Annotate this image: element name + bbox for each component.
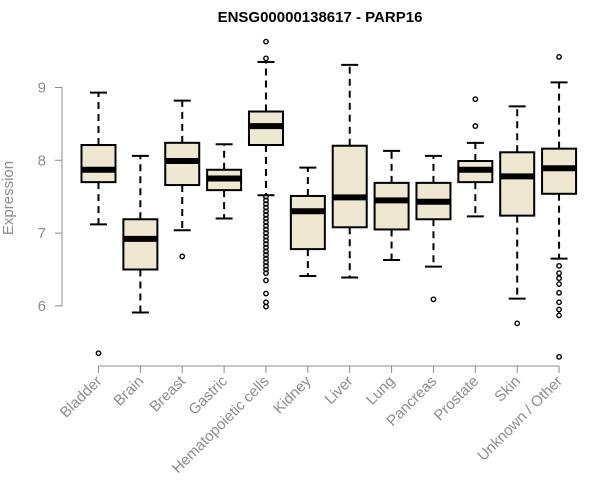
outlier-point (263, 230, 269, 237)
box-group (247, 38, 284, 310)
outlier-point (263, 241, 269, 247)
outlier-point (556, 281, 562, 287)
outlier-point (263, 211, 269, 218)
outlier-point (263, 201, 269, 207)
box-iqr (289, 194, 326, 251)
outlier-point (263, 262, 269, 269)
outlier-point (263, 255, 269, 262)
outlier-point (472, 96, 479, 103)
box-group (457, 96, 494, 218)
outlier-point (556, 262, 562, 269)
outlier-point (263, 208, 269, 215)
boxes-layer (80, 38, 578, 360)
outlier-point (556, 289, 562, 296)
y-tick-label: 8 (38, 152, 46, 169)
outlier-point (263, 38, 269, 45)
outlier-point (263, 266, 269, 273)
outlier-point (263, 259, 269, 266)
outlier-point (556, 275, 562, 282)
outlier-point (263, 270, 269, 277)
box-group (164, 99, 201, 260)
outlier-point (556, 353, 562, 360)
box-group (331, 63, 368, 279)
outlier-point (556, 312, 562, 319)
y-tick-label: 7 (38, 225, 46, 242)
outlier-point (430, 296, 437, 303)
outlier-point (556, 299, 562, 306)
x-tick-label: Breast (146, 372, 189, 415)
box-iqr (331, 144, 368, 229)
outlier-point (514, 320, 521, 327)
outlier-point (556, 270, 562, 277)
box-group (289, 166, 326, 278)
outlier-point (263, 252, 269, 258)
outlier-point (263, 215, 269, 222)
outlier-point (263, 219, 269, 226)
x-tick-label: Liver (322, 373, 357, 408)
outlier-point (263, 303, 269, 310)
chart-title: ENSG00000138617 - PARP16 (218, 9, 423, 26)
box-group (499, 105, 536, 327)
outlier-point (263, 226, 269, 233)
y-tick-label: 9 (38, 80, 46, 97)
outlier-point (263, 222, 269, 229)
x-tick-label: Brain (110, 373, 147, 410)
box-group (373, 149, 410, 262)
y-tick-label: 6 (38, 298, 46, 315)
box-iqr (499, 151, 536, 217)
outlier-point (263, 233, 269, 240)
outlier-point (95, 350, 102, 357)
x-tick-label: Lung (363, 373, 399, 409)
box-group (541, 54, 578, 360)
box-group (206, 143, 243, 220)
x-tick-label: Skin (491, 373, 524, 406)
outlier-point (263, 277, 269, 284)
box-group (122, 154, 159, 314)
outlier-point (179, 253, 186, 260)
x-tick-label: Prostate (431, 373, 483, 425)
x-tick-label: Bladder (57, 373, 106, 422)
outlier-point (263, 55, 269, 62)
outlier-point (263, 197, 269, 204)
box-group (415, 154, 452, 303)
outlier-point (556, 306, 562, 313)
outlier-point (263, 237, 269, 244)
outlier-point (263, 204, 269, 211)
x-tick-label: Kidney (270, 372, 315, 417)
y-axis-label: Expression (0, 161, 17, 235)
outlier-point (263, 290, 269, 297)
outlier-point (472, 123, 479, 129)
box-iqr (373, 181, 410, 231)
outlier-point (263, 193, 269, 200)
outlier-point (263, 248, 269, 255)
box-iqr (80, 144, 117, 184)
box-iqr (122, 218, 159, 271)
outlier-point (556, 54, 562, 60)
box-group (80, 91, 117, 357)
outlier-point (263, 244, 269, 251)
